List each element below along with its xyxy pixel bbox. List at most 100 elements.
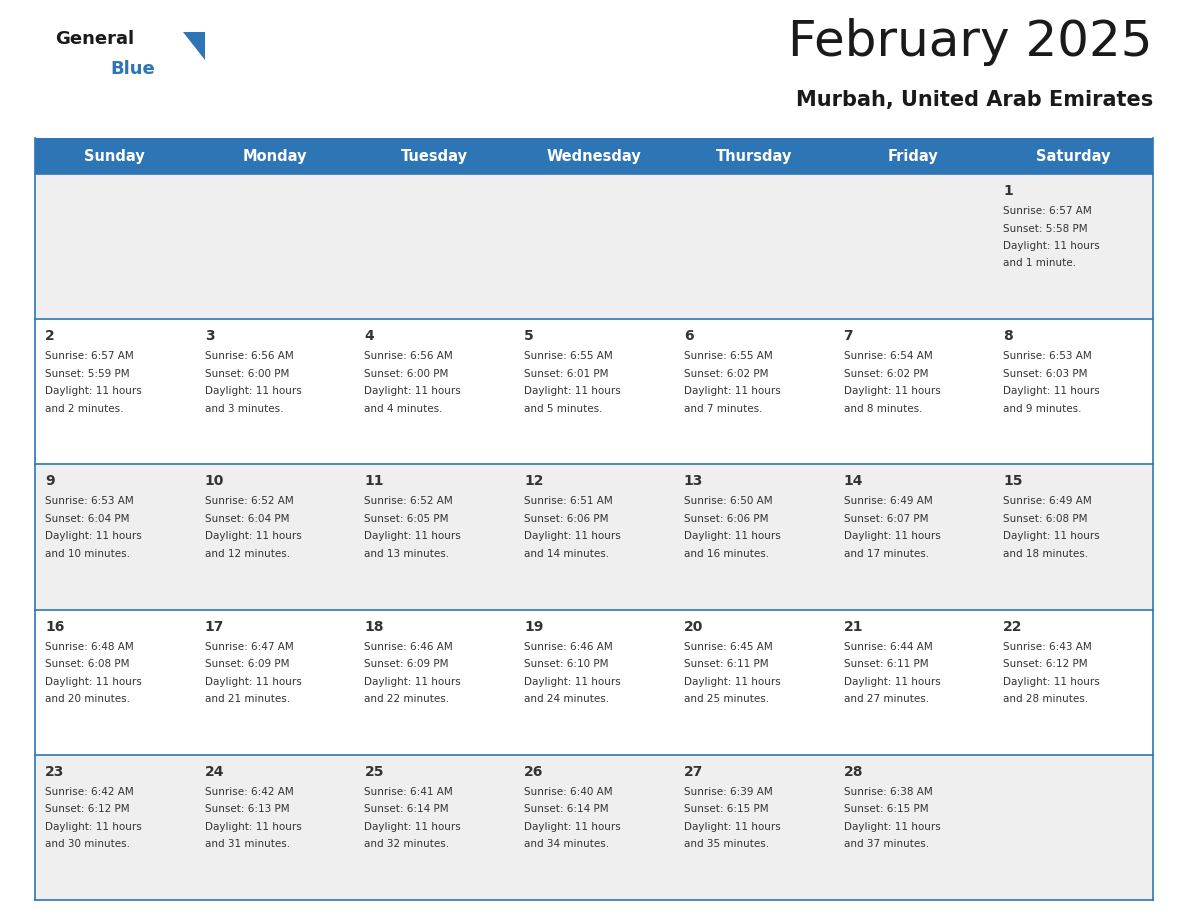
Text: Sunrise: 6:43 AM: Sunrise: 6:43 AM <box>1004 642 1092 652</box>
Text: Daylight: 11 hours: Daylight: 11 hours <box>365 822 461 832</box>
Text: Sunset: 6:08 PM: Sunset: 6:08 PM <box>45 659 129 669</box>
Text: Sunrise: 6:40 AM: Sunrise: 6:40 AM <box>524 787 613 797</box>
Text: Sunset: 6:10 PM: Sunset: 6:10 PM <box>524 659 608 669</box>
Text: Daylight: 11 hours: Daylight: 11 hours <box>365 677 461 687</box>
Text: Daylight: 11 hours: Daylight: 11 hours <box>204 822 302 832</box>
Bar <box>34 138 1154 174</box>
Text: and 27 minutes.: and 27 minutes. <box>843 694 929 704</box>
Text: Murbah, United Arab Emirates: Murbah, United Arab Emirates <box>796 90 1154 110</box>
Text: 4: 4 <box>365 330 374 343</box>
Text: and 9 minutes.: and 9 minutes. <box>1004 404 1082 414</box>
Text: Sunrise: 6:50 AM: Sunrise: 6:50 AM <box>684 497 772 507</box>
Text: Sunrise: 6:42 AM: Sunrise: 6:42 AM <box>45 787 134 797</box>
Text: Sunrise: 6:55 AM: Sunrise: 6:55 AM <box>524 352 613 361</box>
Text: Sunset: 6:05 PM: Sunset: 6:05 PM <box>365 514 449 524</box>
Text: 28: 28 <box>843 765 862 778</box>
Text: Daylight: 11 hours: Daylight: 11 hours <box>45 532 141 542</box>
Bar <box>34 319 1154 465</box>
Text: Sunrise: 6:57 AM: Sunrise: 6:57 AM <box>1004 206 1092 216</box>
Text: and 17 minutes.: and 17 minutes. <box>843 549 929 559</box>
Text: 3: 3 <box>204 330 214 343</box>
Text: Daylight: 11 hours: Daylight: 11 hours <box>524 532 621 542</box>
Text: Sunrise: 6:54 AM: Sunrise: 6:54 AM <box>843 352 933 361</box>
Text: 23: 23 <box>45 765 64 778</box>
Text: and 32 minutes.: and 32 minutes. <box>365 839 449 849</box>
Text: Sunrise: 6:47 AM: Sunrise: 6:47 AM <box>204 642 293 652</box>
Text: Daylight: 11 hours: Daylight: 11 hours <box>524 677 621 687</box>
Text: Sunset: 6:06 PM: Sunset: 6:06 PM <box>684 514 769 524</box>
Text: 12: 12 <box>524 475 544 488</box>
Text: 25: 25 <box>365 765 384 778</box>
Text: Monday: Monday <box>242 149 307 163</box>
Text: Daylight: 11 hours: Daylight: 11 hours <box>684 532 781 542</box>
Text: 14: 14 <box>843 475 862 488</box>
Text: and 8 minutes.: and 8 minutes. <box>843 404 922 414</box>
Text: Sunrise: 6:45 AM: Sunrise: 6:45 AM <box>684 642 772 652</box>
Text: Sunrise: 6:53 AM: Sunrise: 6:53 AM <box>45 497 134 507</box>
Text: Daylight: 11 hours: Daylight: 11 hours <box>843 532 941 542</box>
Text: 1: 1 <box>1004 184 1013 198</box>
Text: Sunrise: 6:53 AM: Sunrise: 6:53 AM <box>1004 352 1092 361</box>
Bar <box>34 465 1154 610</box>
Text: and 21 minutes.: and 21 minutes. <box>204 694 290 704</box>
Text: 16: 16 <box>45 620 64 633</box>
Text: and 12 minutes.: and 12 minutes. <box>204 549 290 559</box>
Text: and 35 minutes.: and 35 minutes. <box>684 839 769 849</box>
Text: and 34 minutes.: and 34 minutes. <box>524 839 609 849</box>
Text: Sunset: 5:59 PM: Sunset: 5:59 PM <box>45 369 129 379</box>
Text: Sunset: 6:09 PM: Sunset: 6:09 PM <box>365 659 449 669</box>
Text: Thursday: Thursday <box>715 149 792 163</box>
Text: and 10 minutes.: and 10 minutes. <box>45 549 129 559</box>
Bar <box>34 174 1154 319</box>
Text: Sunrise: 6:39 AM: Sunrise: 6:39 AM <box>684 787 772 797</box>
Text: 7: 7 <box>843 330 853 343</box>
Text: 10: 10 <box>204 475 225 488</box>
Text: Blue: Blue <box>110 60 154 78</box>
Text: Sunrise: 6:49 AM: Sunrise: 6:49 AM <box>843 497 933 507</box>
Text: 19: 19 <box>524 620 544 633</box>
Text: Sunrise: 6:49 AM: Sunrise: 6:49 AM <box>1004 497 1092 507</box>
Text: Tuesday: Tuesday <box>400 149 468 163</box>
Text: Sunset: 6:00 PM: Sunset: 6:00 PM <box>365 369 449 379</box>
Text: and 22 minutes.: and 22 minutes. <box>365 694 449 704</box>
Text: Sunrise: 6:52 AM: Sunrise: 6:52 AM <box>365 497 453 507</box>
Text: and 20 minutes.: and 20 minutes. <box>45 694 129 704</box>
Text: Daylight: 11 hours: Daylight: 11 hours <box>204 386 302 397</box>
Text: 11: 11 <box>365 475 384 488</box>
Text: Daylight: 11 hours: Daylight: 11 hours <box>843 822 941 832</box>
Text: Daylight: 11 hours: Daylight: 11 hours <box>1004 677 1100 687</box>
Text: Sunrise: 6:44 AM: Sunrise: 6:44 AM <box>843 642 933 652</box>
Text: Sunrise: 6:46 AM: Sunrise: 6:46 AM <box>365 642 453 652</box>
Text: Sunset: 6:12 PM: Sunset: 6:12 PM <box>1004 659 1088 669</box>
Text: Sunrise: 6:51 AM: Sunrise: 6:51 AM <box>524 497 613 507</box>
Text: Daylight: 11 hours: Daylight: 11 hours <box>45 386 141 397</box>
Text: Sunrise: 6:46 AM: Sunrise: 6:46 AM <box>524 642 613 652</box>
Text: Daylight: 11 hours: Daylight: 11 hours <box>365 532 461 542</box>
Text: 18: 18 <box>365 620 384 633</box>
Text: and 28 minutes.: and 28 minutes. <box>1004 694 1088 704</box>
Text: Daylight: 11 hours: Daylight: 11 hours <box>365 386 461 397</box>
Text: Sunrise: 6:38 AM: Sunrise: 6:38 AM <box>843 787 933 797</box>
Text: and 14 minutes.: and 14 minutes. <box>524 549 609 559</box>
Text: and 24 minutes.: and 24 minutes. <box>524 694 609 704</box>
Text: Sunrise: 6:56 AM: Sunrise: 6:56 AM <box>204 352 293 361</box>
Text: Sunset: 6:04 PM: Sunset: 6:04 PM <box>204 514 289 524</box>
Text: Sunrise: 6:41 AM: Sunrise: 6:41 AM <box>365 787 453 797</box>
Text: Friday: Friday <box>889 149 939 163</box>
Text: Daylight: 11 hours: Daylight: 11 hours <box>1004 241 1100 251</box>
Text: Sunset: 5:58 PM: Sunset: 5:58 PM <box>1004 223 1088 233</box>
Text: Sunday: Sunday <box>84 149 145 163</box>
Text: and 2 minutes.: and 2 minutes. <box>45 404 124 414</box>
Text: 24: 24 <box>204 765 225 778</box>
Text: and 18 minutes.: and 18 minutes. <box>1004 549 1088 559</box>
Text: and 31 minutes.: and 31 minutes. <box>204 839 290 849</box>
Text: Sunrise: 6:52 AM: Sunrise: 6:52 AM <box>204 497 293 507</box>
Text: Sunset: 6:04 PM: Sunset: 6:04 PM <box>45 514 129 524</box>
Text: and 7 minutes.: and 7 minutes. <box>684 404 763 414</box>
Text: and 1 minute.: and 1 minute. <box>1004 259 1076 268</box>
Text: Sunrise: 6:55 AM: Sunrise: 6:55 AM <box>684 352 772 361</box>
Text: Sunset: 6:15 PM: Sunset: 6:15 PM <box>843 804 928 814</box>
Text: Sunset: 6:07 PM: Sunset: 6:07 PM <box>843 514 928 524</box>
Polygon shape <box>183 32 206 60</box>
Text: and 3 minutes.: and 3 minutes. <box>204 404 283 414</box>
